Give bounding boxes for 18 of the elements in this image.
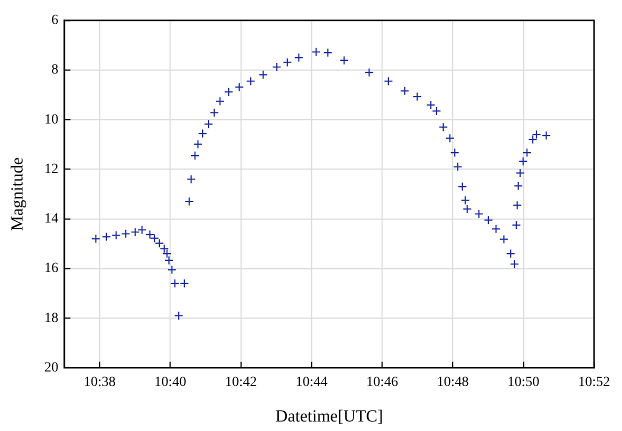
x-tick-label: 10:48 [436, 374, 469, 390]
y-tick-label: 18 [44, 310, 58, 326]
x-tick-label: 10:42 [225, 374, 257, 390]
x-tick-label: 10:40 [154, 374, 186, 390]
y-tick-label: 16 [44, 261, 58, 276]
y-tick-label: 12 [44, 162, 58, 177]
y-tick-label: 14 [44, 212, 58, 227]
x-tick-label: 10:44 [296, 374, 328, 390]
y-tick-label: 10 [44, 112, 58, 128]
x-tick-label: 10:38 [84, 374, 116, 390]
x-axis-title: Datetime[UTC] [275, 406, 384, 426]
y-axis-title: Magnitude [8, 157, 27, 231]
y-tick-label: 6 [51, 13, 58, 28]
x-tick-label: 10:46 [366, 374, 398, 390]
y-tick-label: 8 [51, 62, 58, 78]
x-tick-label: 10:52 [578, 374, 610, 390]
y-tick-label: 20 [44, 360, 58, 376]
x-tick-label: 10:50 [507, 374, 540, 390]
